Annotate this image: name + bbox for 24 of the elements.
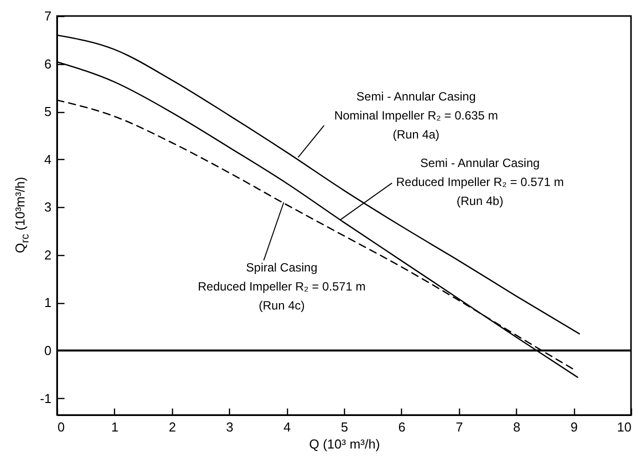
y-tick-label: 3	[44, 200, 52, 215]
x-tick-label: 9	[570, 420, 578, 434]
y-tick-label: 7	[44, 8, 52, 24]
x-tick-label: 7	[456, 420, 463, 434]
x-tick-label: 10	[617, 420, 632, 434]
y-tick-label: 5	[44, 104, 52, 120]
x-axis-title: Q (10³ m³/h)	[309, 436, 380, 452]
annotation: Spiral Casing Reduced Impeller R₂ = 0.571 m (Run 4c)	[198, 260, 366, 312]
x-tick-label: 2	[168, 420, 176, 434]
x-tick-label: 0	[58, 420, 65, 434]
y-tick-label: 4	[44, 152, 52, 167]
y-tick-label: 6	[44, 56, 52, 72]
annotation: Semi - Annular Casing Nominal Impeller R₂ = 0.635 m (Run 4a)	[334, 89, 498, 142]
annotation: Semi - Annular Casing Reduced Impeller R₂ = 0.571 m (Run 4b)	[396, 156, 564, 208]
y-tick-label: 2	[44, 247, 52, 262]
x-tick-label: 8	[513, 420, 520, 434]
y-tick-label: 1	[44, 295, 52, 310]
y-tick-label: 0	[44, 342, 52, 358]
x-tick-label: 1	[111, 420, 119, 434]
y-tick-label: -1	[40, 390, 52, 406]
x-tick-label: 5	[340, 420, 348, 434]
x-tick-label: 4	[283, 420, 291, 434]
x-tick-label: 3	[226, 420, 234, 434]
x-tick-label: 6	[398, 420, 406, 434]
